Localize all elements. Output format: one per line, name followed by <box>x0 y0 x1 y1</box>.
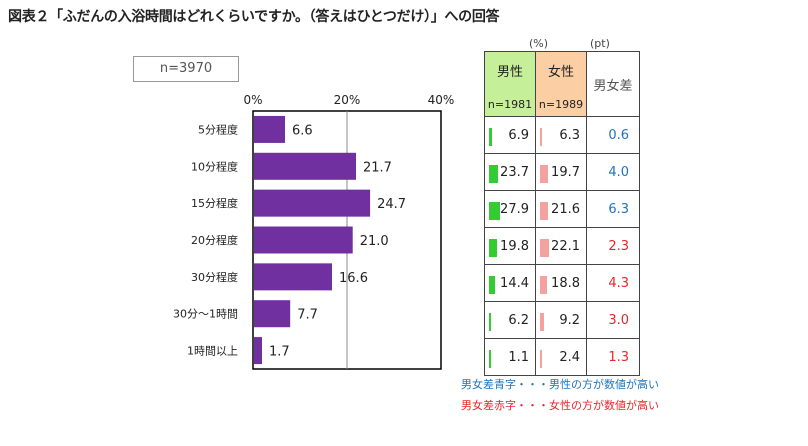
x-tick-label: 40% <box>428 93 455 107</box>
female-value-bar <box>540 202 549 220</box>
table-row: 6.9 6.3 0.6 <box>484 116 640 154</box>
male-header: 男性 <box>496 65 523 80</box>
table-row: 1.1 2.4 1.3 <box>484 338 640 376</box>
female-cell: 9.2 <box>535 301 587 339</box>
male-value: 1.1 <box>508 350 529 365</box>
diff-value: 2.3 <box>586 227 640 265</box>
data-label: 1.7 <box>269 345 290 360</box>
data-label: 7.7 <box>297 308 318 323</box>
category-label: 15分程度 <box>191 196 238 210</box>
male-value: 23.7 <box>500 165 529 180</box>
sample-size-box: n=3970 <box>133 56 239 82</box>
female-value: 18.8 <box>551 276 580 291</box>
bar <box>254 300 291 328</box>
female-cell: 22.1 <box>535 227 587 265</box>
male-cell: 14.4 <box>484 264 536 302</box>
male-value: 14.4 <box>500 276 529 291</box>
male-value-bar <box>489 128 492 146</box>
category-label: 1時間以上 <box>187 345 238 358</box>
data-label: 6.6 <box>292 123 313 138</box>
female-value: 22.1 <box>551 239 580 254</box>
diff-value: 1.3 <box>586 338 640 376</box>
female-value: 21.6 <box>551 202 580 217</box>
male-value: 27.9 <box>500 202 529 217</box>
male-header-cell: 男性 n=1981 <box>484 51 536 117</box>
x-tick-label: 20% <box>334 93 361 107</box>
table-row: 27.9 21.6 6.3 <box>484 190 640 228</box>
bar <box>254 263 333 291</box>
bar <box>254 115 286 143</box>
gender-comparison-table: 男性 n=1981 女性 n=1989 男女差 6.9 6.3 0.6 23.7 19.… <box>484 51 640 376</box>
bar <box>254 152 356 180</box>
chart-title: 図表２「ふだんの入浴時間はどれくらいですか。（答えはひとつだけ）」への回答 <box>8 9 500 25</box>
female-value-bar <box>540 128 543 146</box>
female-value-bar <box>540 313 544 331</box>
legend-blue-note: 男女差青字・・・男性の方が数値が高い <box>461 378 659 391</box>
bar <box>254 226 353 254</box>
female-value: 9.2 <box>559 313 580 328</box>
male-value-bar <box>489 350 491 368</box>
female-value-bar <box>540 239 549 257</box>
female-value-bar <box>540 350 542 368</box>
data-label: 16.6 <box>339 271 368 286</box>
legend-red-note: 男女差赤字・・・女性の方が数値が高い <box>461 399 659 412</box>
male-sample-size: n=1981 <box>487 98 533 111</box>
percent-unit-label: (%) <box>529 37 549 50</box>
table-row: 19.8 22.1 2.3 <box>484 227 640 265</box>
category-label: 5分程度 <box>198 122 238 136</box>
male-value-bar <box>489 202 500 220</box>
female-header-cell: 女性 n=1989 <box>535 51 587 117</box>
bar <box>254 189 371 217</box>
female-cell: 21.6 <box>535 190 587 228</box>
female-cell: 18.8 <box>535 264 587 302</box>
male-value: 6.9 <box>508 128 529 143</box>
male-value-bar <box>489 276 495 294</box>
male-cell: 19.8 <box>484 227 536 265</box>
x-tick-label: 0% <box>243 93 262 107</box>
data-label: 21.7 <box>363 160 392 175</box>
bar <box>254 337 262 365</box>
female-cell: 19.7 <box>535 153 587 191</box>
category-label: 10分程度 <box>191 159 238 173</box>
female-cell: 6.3 <box>535 116 587 154</box>
male-value: 6.2 <box>508 313 529 328</box>
table-row: 14.4 18.8 4.3 <box>484 264 640 302</box>
female-header: 女性 <box>547 65 574 80</box>
female-value-bar <box>540 276 548 294</box>
table-row: 6.2 9.2 3.0 <box>484 301 640 339</box>
female-value: 19.7 <box>551 165 580 180</box>
male-value-bar <box>489 313 492 331</box>
male-value-bar <box>489 165 499 183</box>
diff-value: 4.0 <box>586 153 640 191</box>
male-cell: 27.9 <box>484 190 536 228</box>
data-label: 24.7 <box>377 197 406 212</box>
diff-header: 男女差 <box>586 51 640 117</box>
diff-value: 0.6 <box>586 116 640 154</box>
male-cell: 23.7 <box>484 153 536 191</box>
male-cell: 6.2 <box>484 301 536 339</box>
male-value-bar <box>489 239 497 257</box>
female-value-bar <box>540 165 548 183</box>
female-cell: 2.4 <box>535 338 587 376</box>
category-label: 20分程度 <box>191 233 238 247</box>
category-label: 30分程度 <box>191 270 238 284</box>
male-cell: 1.1 <box>484 338 536 376</box>
male-cell: 6.9 <box>484 116 536 154</box>
diff-value: 3.0 <box>586 301 640 339</box>
female-value: 6.3 <box>559 128 580 143</box>
female-sample-size: n=1989 <box>538 98 584 111</box>
male-value: 19.8 <box>500 239 529 254</box>
point-unit-label: (pt) <box>590 37 610 50</box>
table-row: 23.7 19.7 4.0 <box>484 153 640 191</box>
diff-value: 6.3 <box>586 190 640 228</box>
female-value: 2.4 <box>559 350 580 365</box>
data-label: 21.0 <box>360 234 389 249</box>
category-label: 30分～1時間 <box>173 308 238 321</box>
diff-value: 4.3 <box>586 264 640 302</box>
